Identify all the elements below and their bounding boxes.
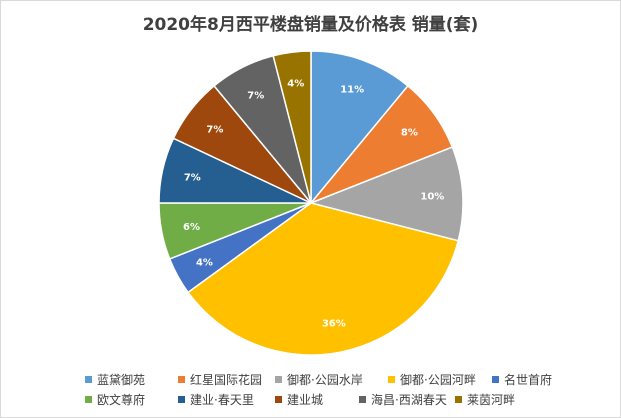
legend-label: 欧文尊府 (97, 393, 146, 407)
legend-swatch (275, 396, 282, 403)
legend-swatch (178, 376, 185, 383)
legend-swatch (455, 396, 462, 403)
legend-label: 御都·公园河畔 (400, 373, 476, 387)
legend-item-1: 红星国际花园 (178, 371, 262, 388)
legend-swatch (85, 376, 92, 383)
legend-swatch (178, 396, 185, 403)
legend-item-3: 御都·公园河畔 (388, 371, 476, 388)
legend-swatch (388, 376, 395, 383)
legend-swatch (275, 376, 282, 383)
chart-title: 2020年8月西平楼盘销量及价格表 销量(套) (142, 15, 479, 35)
pie-slice-3 (186, 202, 460, 356)
legend-label: 红星国际花园 (190, 373, 263, 387)
legend-row: 蓝黛御苑 红星国际花园 御都·公园水岸 御都·公园河畔 名世首府 (0, 371, 621, 389)
data-label-3: 36% (322, 318, 346, 329)
legend-row: 欧文尊府 建业·春天里 建业城 海昌·西湖春天 莱茵河畔 (0, 391, 621, 409)
legend-item-9: 莱茵河畔 (455, 391, 515, 408)
data-label-9: 4% (287, 78, 304, 89)
legend-swatch (492, 376, 499, 383)
data-label-4: 4% (196, 258, 213, 269)
legend-label: 名世首府 (504, 373, 553, 387)
legend-item-6: 建业·春天里 (178, 391, 254, 408)
legend-item-0: 蓝黛御苑 (85, 371, 145, 388)
data-label-6: 7% (184, 172, 201, 183)
data-label-0: 11% (340, 85, 364, 96)
legend-label: 建业·春天里 (190, 393, 254, 407)
legend-label: 御都·公园水岸 (287, 373, 363, 387)
data-label-7: 7% (206, 124, 223, 135)
pie-slice-0 (310, 50, 409, 206)
data-label-5: 6% (183, 222, 200, 233)
data-label-1: 8% (401, 128, 418, 139)
pie-slice-2 (308, 146, 464, 242)
legend-swatch (85, 396, 92, 403)
pie-slice-9 (272, 50, 312, 204)
legend-label: 海昌·西湖春天 (371, 393, 447, 407)
legend-item-4: 名世首府 (492, 371, 552, 388)
legend-item-7: 建业城 (275, 391, 323, 408)
legend-item-5: 欧文尊府 (85, 391, 145, 408)
legend-item-2: 御都·公园水岸 (275, 371, 363, 388)
legend-item-8: 海昌·西湖春天 (359, 391, 447, 408)
data-label-8: 7% (247, 91, 264, 102)
legend-swatch (359, 396, 366, 403)
legend-label: 莱茵河畔 (467, 393, 516, 407)
legend-label: 蓝黛御苑 (97, 373, 146, 387)
legend-label: 建业城 (287, 393, 324, 407)
data-label-2: 10% (420, 191, 444, 202)
